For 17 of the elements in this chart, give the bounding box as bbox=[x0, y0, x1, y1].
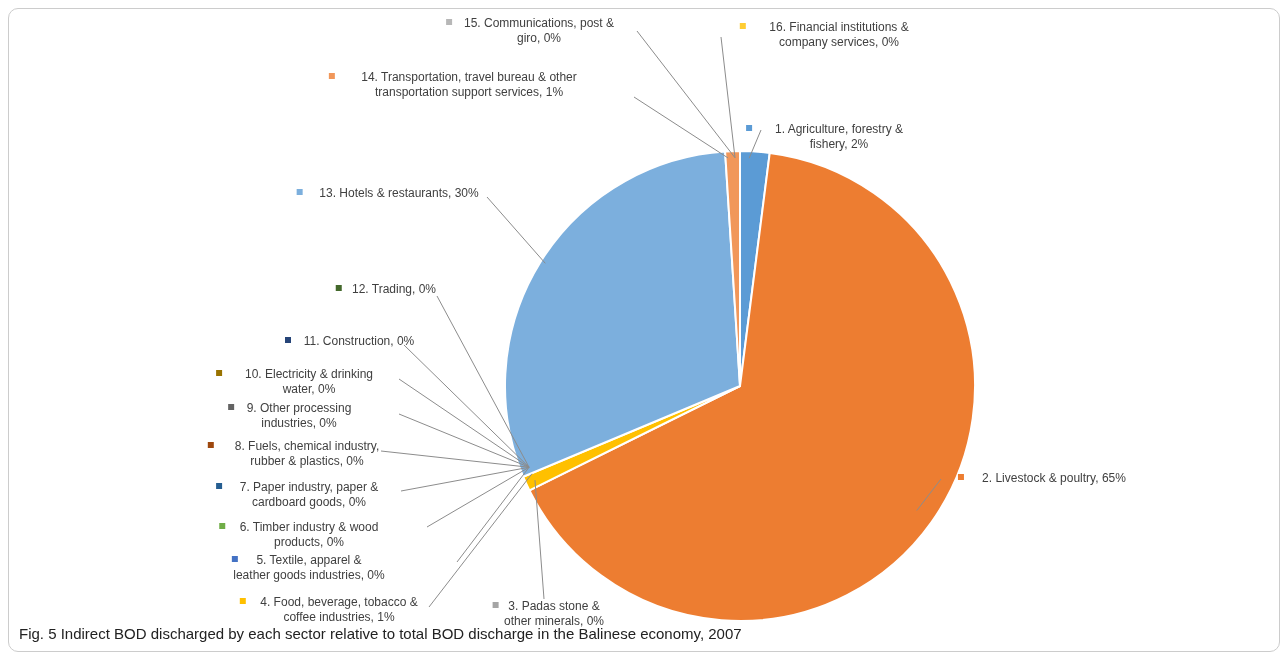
legend-label: 1. Agriculture, forestry & fishery, 2% bbox=[774, 122, 904, 151]
legend-label: 15. Communications, post & giro, 0% bbox=[463, 16, 615, 45]
legend-label: 3. Padas stone & other minerals, 0% bbox=[503, 599, 605, 628]
legend-label: 9. Other processing industries, 0% bbox=[246, 401, 352, 430]
legend-label: 10. Electricity & drinking water, 0% bbox=[244, 367, 374, 396]
text: Fig. 5 Indirect BOD discharged by each sector relative to total BOD discharge in the Balinese economy, 2007 bbox=[19, 625, 742, 642]
legend-label: 4. Food, beverage, tobacco & coffee industries, 1% bbox=[260, 595, 418, 624]
legend-label: 8. Fuels, chemical industry, rubber & plastics, 0% bbox=[234, 439, 380, 468]
legend-label: 13. Hotels & restaurants, 30% bbox=[319, 186, 480, 200]
legend-label: 12. Trading, 0% bbox=[351, 282, 437, 296]
legend-label: 2. Livestock & poultry, 65% bbox=[982, 471, 1127, 485]
legend-label: 16. Financial institutions & company services, 0% bbox=[769, 20, 909, 49]
legend-label: 11. Construction, 0% bbox=[303, 334, 415, 348]
legend-label: 5. Textile, apparel & leather goods industries, 0% bbox=[233, 553, 386, 582]
legend-label: 7. Paper industry, paper & cardboard goods, 0% bbox=[239, 480, 379, 509]
legend-label: 14. Transportation, travel bureau & other transportation support services, 1% bbox=[361, 70, 577, 99]
legend-label: 6. Timber industry & wood products, 0% bbox=[239, 520, 379, 549]
